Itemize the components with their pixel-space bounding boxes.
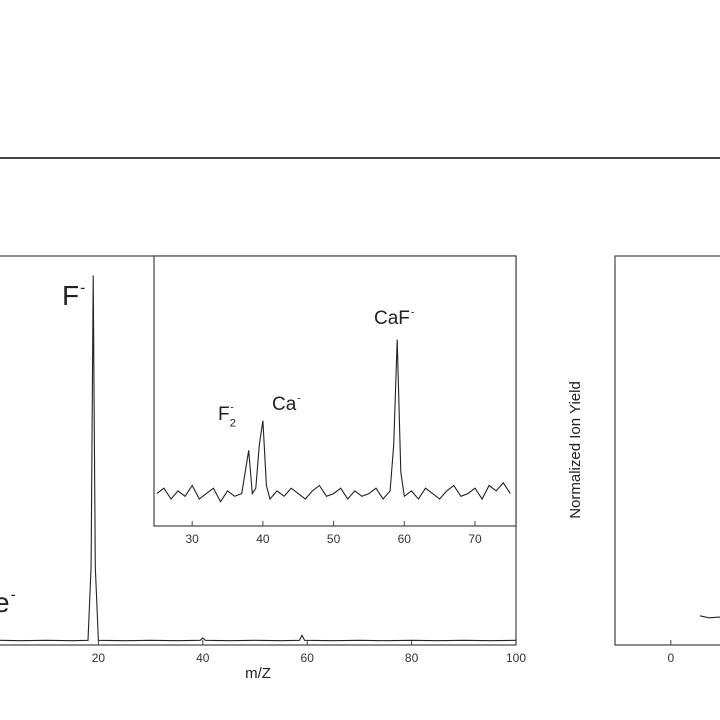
peak-label-text: Ca <box>272 394 297 415</box>
peak-label-text: CaF <box>374 308 410 329</box>
x-tick-label: 30 <box>186 532 200 546</box>
spectrum-line <box>699 615 720 619</box>
peak-label-sup: - <box>230 403 234 414</box>
peak-label: CaF- <box>374 307 415 329</box>
peak-label-text: e <box>0 587 10 618</box>
x-tick-label: 50 <box>327 532 341 546</box>
peak-label: F2 - <box>218 403 236 430</box>
x-tick-label: 0 <box>667 651 674 665</box>
peak-label-sub: 2 <box>230 418 236 430</box>
peak-label-sup: - <box>411 307 415 318</box>
x-tick-label: 40 <box>256 532 270 546</box>
x-tick-label: 80 <box>405 651 419 665</box>
x-tick-label: 40 <box>196 651 210 665</box>
peak-label: F- <box>62 279 85 311</box>
x-tick-label: 60 <box>301 651 315 665</box>
peak-label-text: F <box>218 404 230 425</box>
spectrum-line <box>0 275 517 642</box>
peak-label-text: F <box>62 280 79 311</box>
peak-label-sup: - <box>11 586 16 603</box>
y-axis-label: Normalized Ion Yield <box>567 381 584 519</box>
x-tick-label: 100 <box>506 651 526 665</box>
x-tick-label: 70 <box>468 532 482 546</box>
x-axis-label: m/Z <box>245 665 271 682</box>
peak-label-sup: - <box>80 279 85 296</box>
peak-label: e- <box>0 586 16 618</box>
plot-frame <box>153 255 517 527</box>
peak-label: Ca- <box>272 393 301 415</box>
plot-frame <box>614 255 720 646</box>
x-tick-label: 60 <box>398 532 412 546</box>
peak-label-sup: - <box>297 393 301 404</box>
x-tick-label: 20 <box>92 651 106 665</box>
spectrum-line <box>156 339 511 503</box>
